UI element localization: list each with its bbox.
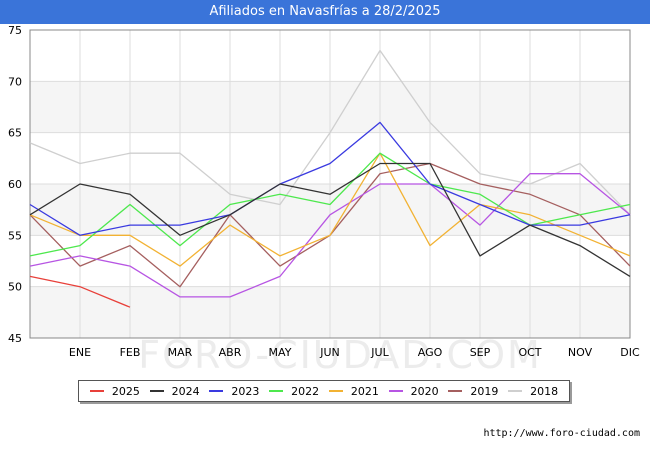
legend: 2025 2024 2023 2022 2021 2020 2019 2018: [78, 380, 570, 402]
legend-label: 2024: [171, 384, 200, 398]
legend-label: 2020: [410, 384, 439, 398]
legend-swatch: [448, 390, 463, 392]
legend-swatch: [388, 390, 403, 392]
legend-item-2018: 2018: [508, 385, 558, 398]
x-tick-label: AGO: [418, 346, 443, 359]
y-tick-label: 65: [8, 127, 22, 140]
legend-swatch: [269, 390, 284, 392]
x-tick-label: JUN: [319, 346, 340, 359]
series-line-2021: [29, 152, 631, 267]
series-line-2018: [29, 49, 631, 216]
series-line-2024: [29, 162, 631, 277]
legend-swatch: [508, 390, 523, 392]
x-tick-label: MAY: [269, 346, 292, 359]
chart-title: Afiliados en Navasfrías a 28/2/2025: [0, 0, 650, 24]
legend-item-2022: 2022: [269, 385, 319, 398]
legend-swatch: [149, 390, 164, 392]
x-tick-label: FEB: [120, 346, 141, 359]
axis-labels: 45 50 55 60 65 70 75 ENE FEB MAR ABR MAY JUN JUL AGO SE…: [8, 24, 640, 359]
x-tick-label: SEP: [470, 346, 491, 359]
legend-label: 2021: [350, 384, 379, 398]
legend-label: 2018: [530, 384, 559, 398]
x-tick-label: MAR: [168, 346, 193, 359]
watermark: FORO-CIUDAD.COM: [138, 333, 542, 377]
legend-item-2023: 2023: [209, 385, 259, 398]
legend-swatch: [209, 390, 224, 392]
legend-item-2024: 2024: [149, 384, 200, 398]
legend-label: 2025: [111, 384, 140, 398]
legend-item-2020: 2020: [388, 384, 439, 398]
y-tick-label: 45: [8, 332, 22, 345]
legend-label: 2022: [291, 384, 320, 398]
legend-item-2025: 2025: [89, 384, 140, 398]
x-tick-label: JUL: [370, 346, 389, 359]
x-tick-label: ENE: [69, 346, 91, 359]
legend-item-2019: 2019: [448, 385, 498, 398]
legend-item-2021: 2021: [328, 384, 379, 398]
legend-label: 2023: [231, 384, 260, 398]
y-tick-label: 55: [8, 229, 22, 242]
y-tick-label: 50: [8, 281, 22, 294]
x-tick-label: OCT: [518, 346, 541, 359]
legend-label: 2019: [470, 384, 499, 398]
x-tick-label: DIC: [620, 346, 640, 359]
y-tick-label: 75: [8, 24, 22, 37]
legend-swatch: [89, 390, 104, 392]
y-tick-label: 70: [8, 75, 22, 88]
series-line-2020: [29, 173, 631, 298]
series-line-2025: [29, 275, 131, 308]
y-tick-label: 60: [8, 178, 22, 191]
legend-swatch: [328, 390, 343, 392]
series-layer: [29, 49, 631, 308]
source-url: http://www.foro-ciudad.com: [483, 428, 640, 439]
x-tick-label: ABR: [219, 346, 242, 359]
plot-area: [29, 29, 631, 339]
x-tick-label: NOV: [568, 346, 593, 359]
